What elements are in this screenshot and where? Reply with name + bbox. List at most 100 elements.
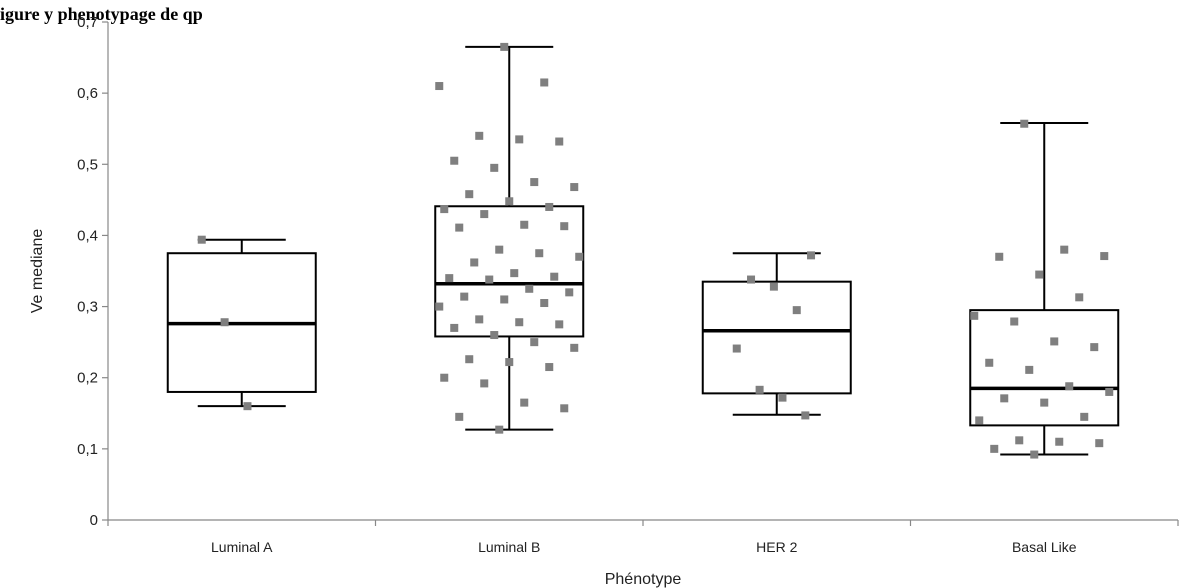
data-point [220, 318, 229, 327]
data-point [505, 197, 514, 206]
data-point [515, 135, 524, 144]
data-point [525, 284, 534, 293]
data-point [480, 210, 489, 219]
data-point [575, 252, 584, 261]
data-point [455, 412, 464, 421]
data-point [1090, 343, 1099, 352]
data-point [565, 288, 574, 297]
y-tick-label: 0,1 [77, 441, 98, 458]
data-point [535, 249, 544, 258]
data-point [1015, 436, 1024, 445]
data-point [1080, 412, 1089, 421]
data-point [1050, 337, 1059, 346]
data-point [197, 235, 206, 244]
box-basal-like [969, 122, 1120, 456]
data-point [1100, 252, 1109, 261]
data-point [560, 404, 569, 413]
y-tick-label: 0,4 [77, 227, 98, 244]
data-point [485, 275, 494, 284]
data-point [520, 220, 529, 229]
data-point [460, 292, 469, 301]
x-axis-title: Phénotype [605, 571, 682, 588]
box-luminal-a [166, 238, 317, 408]
y-axis-title: Ve mediane [29, 229, 46, 314]
axes [102, 21, 1179, 526]
data-point [540, 299, 549, 308]
data-point [1035, 270, 1044, 279]
data-point [1025, 365, 1034, 374]
data-point [555, 137, 564, 146]
data-point [530, 178, 539, 187]
data-point [1020, 119, 1029, 128]
data-point [243, 402, 252, 411]
data-point [450, 323, 459, 332]
data-point [1095, 439, 1104, 448]
data-point [505, 358, 514, 367]
data-point [435, 82, 444, 91]
y-tick-label: 0,5 [77, 156, 98, 173]
y-tick-label: 0,6 [77, 85, 98, 102]
data-point [540, 78, 549, 87]
x-category-label: Basal Like [1012, 539, 1077, 555]
box-luminal-b [434, 45, 585, 431]
data-point [570, 343, 579, 352]
data-point [732, 344, 741, 353]
data-point [500, 295, 509, 304]
data-point [769, 282, 778, 291]
data-point [985, 358, 994, 367]
data-point [480, 379, 489, 388]
scatter-points [197, 42, 1114, 459]
data-point [475, 315, 484, 324]
data-point [455, 223, 464, 232]
data-point [490, 331, 499, 340]
data-point [555, 320, 564, 329]
box-rect [969, 309, 1120, 427]
box-her-2 [701, 252, 852, 416]
data-point [465, 190, 474, 199]
data-point [510, 269, 519, 278]
data-point [490, 163, 499, 172]
x-category-label: Luminal A [211, 539, 273, 555]
data-point [495, 425, 504, 434]
data-point [995, 252, 1004, 261]
data-point [807, 251, 816, 260]
data-point [1000, 394, 1009, 403]
data-point [570, 183, 579, 192]
boxes [166, 45, 1120, 456]
data-point [435, 302, 444, 311]
y-tick-label: 0,3 [77, 299, 98, 316]
data-point [1040, 398, 1049, 407]
data-point [440, 205, 449, 214]
data-point [801, 411, 810, 420]
data-point [475, 131, 484, 140]
data-point [755, 385, 764, 394]
y-tick-labels: 0 0,1 0,2 0,3 0,4 0,5 0,6 0,7 [77, 14, 98, 529]
x-category-label: Luminal B [478, 539, 540, 555]
data-point [550, 272, 559, 281]
data-point [545, 202, 554, 211]
data-point [520, 398, 529, 407]
data-point [445, 274, 454, 283]
y-tick-label: 0 [90, 512, 98, 529]
data-point [495, 245, 504, 254]
data-point [1010, 317, 1019, 326]
data-point [970, 311, 979, 320]
data-point [515, 318, 524, 327]
y-tick-label: 0,7 [77, 14, 98, 31]
data-point [1055, 437, 1064, 446]
data-point [530, 338, 539, 347]
box-rect [701, 280, 852, 395]
data-point [450, 156, 459, 165]
data-point [990, 444, 999, 453]
x-category-labels: Luminal A Luminal B HER 2 Basal Like [211, 539, 1077, 555]
data-point [470, 258, 479, 267]
header-fragment: igure y phenotypage de qp [0, 4, 203, 24]
data-point [465, 355, 474, 364]
data-point [792, 306, 801, 315]
x-category-label: HER 2 [756, 539, 797, 555]
data-point [560, 222, 569, 231]
data-point [1075, 293, 1084, 302]
data-point [500, 42, 509, 51]
box-rect [434, 205, 585, 338]
data-point [778, 393, 787, 402]
